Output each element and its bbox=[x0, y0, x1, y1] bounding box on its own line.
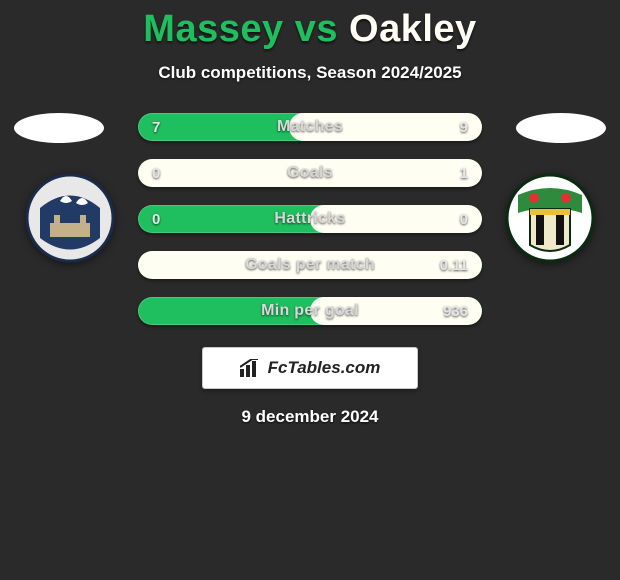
comparison-title: Massey vs Oakley bbox=[0, 0, 620, 51]
club-crest-right bbox=[500, 173, 600, 263]
brand-text: FcTables.com bbox=[268, 358, 381, 378]
comparison-subtitle: Club competitions, Season 2024/2025 bbox=[0, 63, 620, 83]
flag-placeholder-left bbox=[14, 113, 104, 143]
stat-row: Min per goal936 bbox=[138, 297, 482, 325]
stat-label: Matches bbox=[138, 113, 482, 141]
flag-placeholder-right bbox=[516, 113, 606, 143]
stat-label: Hattricks bbox=[138, 205, 482, 233]
stat-value-left: 0 bbox=[138, 159, 174, 187]
bars-chart-icon bbox=[240, 359, 262, 377]
stat-value-right: 936 bbox=[429, 297, 482, 325]
stat-value-right: 9 bbox=[446, 113, 482, 141]
player1-name: Massey bbox=[143, 8, 283, 50]
stat-value-right: 0 bbox=[446, 205, 482, 233]
comparison-stage: Matches79Goals01Hattricks00Goals per mat… bbox=[0, 113, 620, 427]
stat-row: Hattricks0 0 bbox=[138, 205, 482, 233]
stat-row: Goals per match0.11 bbox=[138, 251, 482, 279]
stat-rows: Matches79Goals01Hattricks00Goals per mat… bbox=[138, 113, 482, 325]
club-crest-left bbox=[20, 173, 120, 263]
stat-row: Matches7 9 bbox=[138, 113, 482, 141]
stat-value-left: 0 bbox=[138, 205, 174, 233]
stat-value-left: 7 bbox=[138, 113, 174, 141]
snapshot-date: 9 december 2024 bbox=[0, 407, 620, 427]
player2-name: Oakley bbox=[349, 8, 477, 50]
stat-value-right: 0.11 bbox=[426, 251, 482, 279]
stat-value-right: 1 bbox=[446, 159, 482, 187]
stat-label: Goals bbox=[138, 159, 482, 187]
stat-row: Goals0 1 bbox=[138, 159, 482, 187]
brand-attribution: FcTables.com bbox=[202, 347, 418, 389]
vs-separator: vs bbox=[295, 8, 338, 50]
